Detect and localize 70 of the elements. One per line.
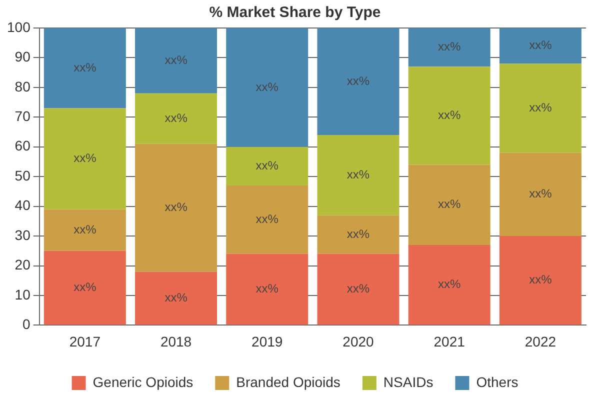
bar <box>226 28 308 147</box>
x-tick-label: 2017 <box>69 333 101 350</box>
bar <box>135 272 218 325</box>
data-label: xx% <box>164 290 188 305</box>
bar <box>44 209 126 251</box>
x-tick-label: 2021 <box>434 333 466 350</box>
y-tick-label: 10 <box>14 286 31 302</box>
y-tick-label: 30 <box>14 226 31 243</box>
y-tick-label: 40 <box>14 197 31 214</box>
data-label: xx% <box>346 282 370 296</box>
y-tick-label: 90 <box>14 48 31 65</box>
bar <box>44 250 126 325</box>
x-tick-label: 2022 <box>524 333 556 350</box>
bar <box>408 244 490 325</box>
bar <box>499 236 582 325</box>
bar <box>499 152 582 236</box>
data-label: xx% <box>74 280 97 294</box>
data-label: xx% <box>346 167 370 182</box>
bar <box>499 64 582 153</box>
data-label: xx% <box>346 226 370 241</box>
y-tick-label: 100 <box>7 18 31 35</box>
data-label: xx% <box>438 40 462 54</box>
data-label: xx% <box>438 277 462 292</box>
y-tick-label: 80 <box>14 78 31 94</box>
data-label: xx% <box>438 108 462 122</box>
bar <box>226 146 308 186</box>
x-tick-label: 2020 <box>342 333 374 350</box>
y-tick-label: 20 <box>14 256 31 273</box>
bar <box>408 28 490 67</box>
bar <box>135 28 218 94</box>
data-label: xx% <box>74 151 97 166</box>
x-tick-label: 2019 <box>252 333 283 350</box>
bar <box>317 215 400 254</box>
data-label: xx% <box>74 60 97 74</box>
chart-title: % Market Share by Type <box>209 4 381 22</box>
data-label: xx% <box>256 212 279 226</box>
data-label: xx% <box>346 74 370 88</box>
y-tick-label: 50 <box>14 167 31 184</box>
data-label: xx% <box>164 110 188 125</box>
bar <box>317 134 400 216</box>
legend-label: Generic Opioids <box>92 374 194 390</box>
legend-label: Branded Opioids <box>236 374 340 390</box>
data-label: xx% <box>164 53 188 68</box>
data-label: xx% <box>438 197 462 212</box>
y-tick-label: 0 <box>22 316 31 332</box>
data-label: xx% <box>74 222 97 236</box>
bar <box>135 93 218 144</box>
y-tick-label: 70 <box>14 108 31 124</box>
data-label: xx% <box>529 38 552 52</box>
bar <box>408 164 490 245</box>
bar <box>44 108 126 210</box>
y-tick-label: 60 <box>14 138 31 154</box>
bar <box>44 28 126 108</box>
data-label: xx% <box>529 100 552 115</box>
bar <box>499 28 582 64</box>
legend-label: Others <box>476 374 518 390</box>
data-label: xx% <box>529 186 552 201</box>
bar <box>226 186 308 254</box>
bar <box>317 28 400 135</box>
data-label: xx% <box>256 80 279 94</box>
bar <box>135 144 218 272</box>
legend-label: NSAIDs <box>383 374 434 390</box>
data-label: xx% <box>256 158 279 173</box>
bar <box>226 254 308 325</box>
x-tick-label: 2018 <box>160 333 192 350</box>
bar <box>317 254 400 325</box>
bar <box>408 66 490 165</box>
data-label: xx% <box>529 272 552 287</box>
data-label: xx% <box>164 200 188 214</box>
data-label: xx% <box>256 282 279 296</box>
